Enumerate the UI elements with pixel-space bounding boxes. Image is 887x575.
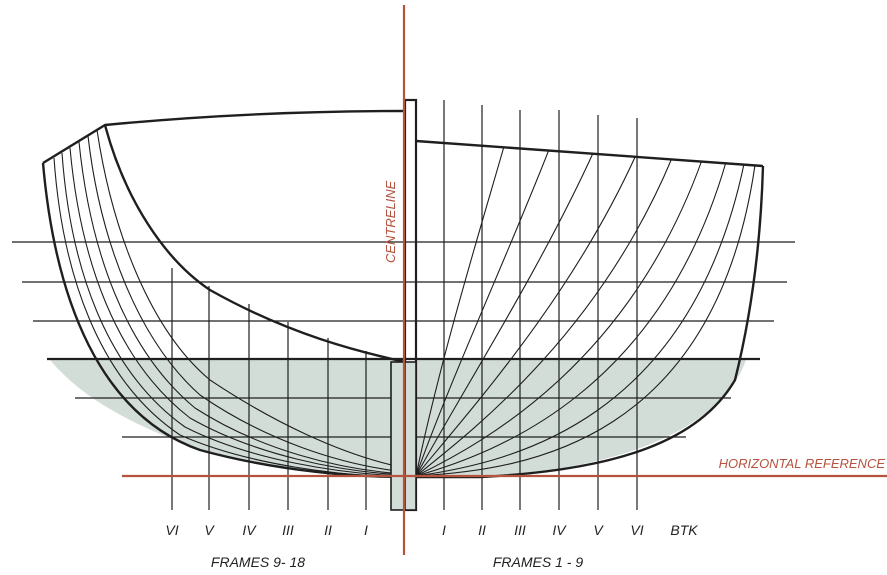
fwd-frames bbox=[416, 142, 756, 477]
frame-line bbox=[61, 152, 405, 477]
hull-outline bbox=[41, 109, 765, 479]
frame-line bbox=[416, 150, 595, 477]
buttock-label: III bbox=[514, 522, 526, 538]
buttock-label: I bbox=[442, 522, 446, 538]
frame-line bbox=[104, 124, 405, 363]
buttock-label: VI bbox=[630, 522, 643, 538]
buttock-label: IV bbox=[552, 522, 567, 538]
frame-line bbox=[416, 157, 673, 477]
buttock-label: II bbox=[324, 522, 332, 538]
frame-line bbox=[87, 135, 405, 473]
centreline-label: CENTRELINE bbox=[383, 180, 398, 263]
frame-line bbox=[78, 141, 405, 475]
frame-line bbox=[416, 164, 756, 477]
right-buttock-labels: I II III IV V VI BTK bbox=[442, 522, 698, 538]
frame-line bbox=[416, 159, 703, 477]
frames-fwd-label: FRAMES 1 - 9 bbox=[493, 554, 583, 570]
frame-line bbox=[416, 161, 727, 477]
underwater-area bbox=[50, 360, 746, 477]
transom-line bbox=[103, 124, 406, 364]
frame-line bbox=[416, 154, 637, 477]
deck-line-fwd bbox=[415, 139, 764, 168]
fwd-bilge-outline bbox=[416, 165, 765, 479]
frame-line bbox=[416, 146, 551, 477]
buttock-label: V bbox=[204, 522, 215, 538]
buttock-label: II bbox=[478, 522, 486, 538]
frame-line bbox=[416, 163, 745, 477]
frame-line bbox=[69, 147, 405, 476]
horizontal-reference-label: HORIZONTAL REFERENCE bbox=[719, 456, 886, 471]
buttock-label: IV bbox=[242, 522, 257, 538]
underwater-fill-right bbox=[416, 360, 746, 477]
buttock-label: BTK bbox=[670, 522, 698, 538]
buttock-label: III bbox=[282, 522, 294, 538]
aft-bilge-outline bbox=[41, 162, 406, 479]
sheer-line-aft bbox=[42, 109, 406, 165]
reference-lines bbox=[122, 5, 887, 555]
frame-line bbox=[96, 129, 405, 469]
frame-line bbox=[53, 157, 405, 477]
buttock-label: VI bbox=[165, 522, 178, 538]
buttock-lines bbox=[171, 100, 638, 510]
buttock-label: I bbox=[364, 522, 368, 538]
frame-line bbox=[416, 142, 506, 477]
left-buttock-labels: VI V IV III II I bbox=[165, 522, 368, 538]
frames-aft-label: FRAMES 9- 18 bbox=[211, 554, 305, 570]
buttock-label: V bbox=[593, 522, 604, 538]
underwater-fill-left bbox=[50, 360, 405, 477]
